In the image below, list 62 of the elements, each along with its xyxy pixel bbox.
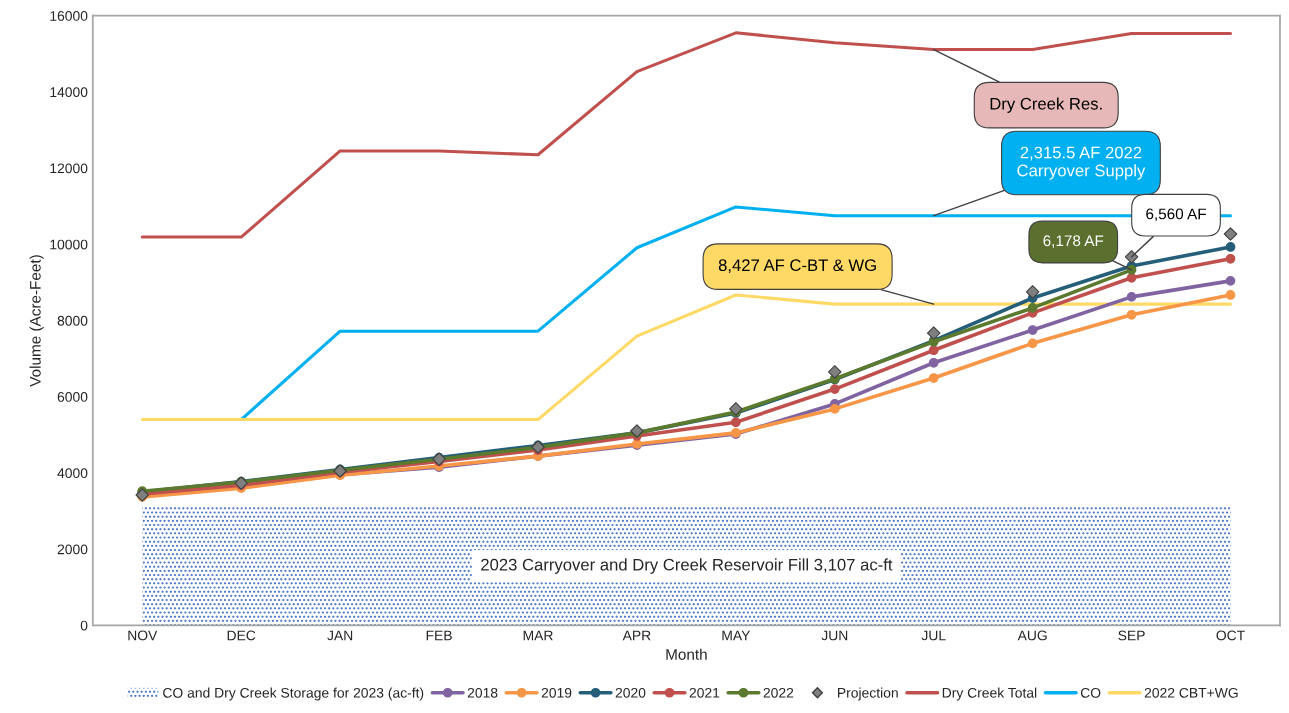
legend-label: CO — [1080, 687, 1101, 698]
point — [1027, 325, 1038, 335]
point — [928, 357, 939, 368]
y-tick-label: 4000 — [57, 468, 88, 479]
point — [1126, 309, 1137, 320]
y-tick-label: 12000 — [50, 163, 88, 174]
legend-label: Dry Creek Total — [942, 687, 1037, 701]
point — [1027, 338, 1038, 349]
x-tick-label: MAR — [523, 630, 553, 641]
legend-label: 2019 — [541, 687, 572, 698]
point — [1225, 242, 1236, 252]
legend-label: 2020 — [615, 687, 646, 698]
point — [928, 373, 939, 383]
x-tick-label: JUL — [921, 630, 946, 641]
point — [928, 345, 939, 356]
x-tick-label: FEB — [426, 630, 452, 641]
annotation: 2,315.5 AF 2022 Carryover Supply — [1017, 146, 1146, 180]
point — [730, 417, 741, 428]
legend-label: 2022 — [763, 687, 794, 698]
y-tick-label: 10000 — [50, 239, 88, 250]
point — [1225, 276, 1236, 286]
point — [829, 384, 840, 394]
point — [729, 402, 743, 416]
y-tick-label: 2000 — [57, 544, 88, 555]
x-tick-label: APR — [622, 630, 651, 641]
x-tick-label: MAY — [722, 630, 751, 641]
point — [630, 424, 644, 438]
x-axis-title: Month — [666, 648, 707, 660]
annotation: Dry Creek Res. — [990, 97, 1102, 113]
legend-label: 2022 CBT+WG — [1144, 687, 1238, 698]
legend-label: CO and Dry Creek Storage for 2023 (ac-ft) — [163, 687, 424, 701]
y-tick-label: 0 — [80, 620, 88, 631]
annotation: 6,560 AF — [1146, 208, 1206, 222]
x-tick-label: NOV — [128, 630, 158, 641]
point — [1025, 285, 1040, 299]
x-tick-label: AUG — [1017, 630, 1047, 641]
y-tick-label: 14000 — [50, 87, 88, 98]
y-axis-title: Volume (Acre-Feet) — [29, 255, 44, 387]
annotation: 8,427 AF C-BT & WG — [718, 259, 876, 274]
point — [1225, 290, 1236, 300]
legend-label: 2018 — [467, 687, 498, 698]
point — [926, 326, 941, 340]
point — [1225, 253, 1236, 264]
x-tick-label: OCT — [1216, 630, 1245, 641]
x-tick-label: DEC — [227, 630, 256, 641]
line-series — [140, 293, 1233, 422]
x-tick-label: SEP — [1118, 630, 1145, 641]
annotation: 2023 Carryover and Dry Creek Reservoir Fill 3,107 ac-ft — [481, 558, 893, 574]
y-tick-label: 16000 — [50, 11, 88, 21]
point — [828, 365, 842, 379]
y-tick-label: 8000 — [57, 315, 88, 326]
legend-label: 2021 — [689, 687, 720, 698]
point — [1223, 227, 1238, 241]
legend-label: Projection — [838, 687, 898, 701]
point — [1124, 250, 1139, 264]
point — [1027, 303, 1038, 313]
x-tick-label: JAN — [327, 630, 353, 641]
point — [1126, 292, 1137, 302]
x-tick-label: JUN — [821, 630, 848, 641]
point — [829, 404, 840, 414]
annotation: 6,178 AF — [1043, 235, 1104, 248]
y-tick-label: 6000 — [57, 392, 88, 402]
